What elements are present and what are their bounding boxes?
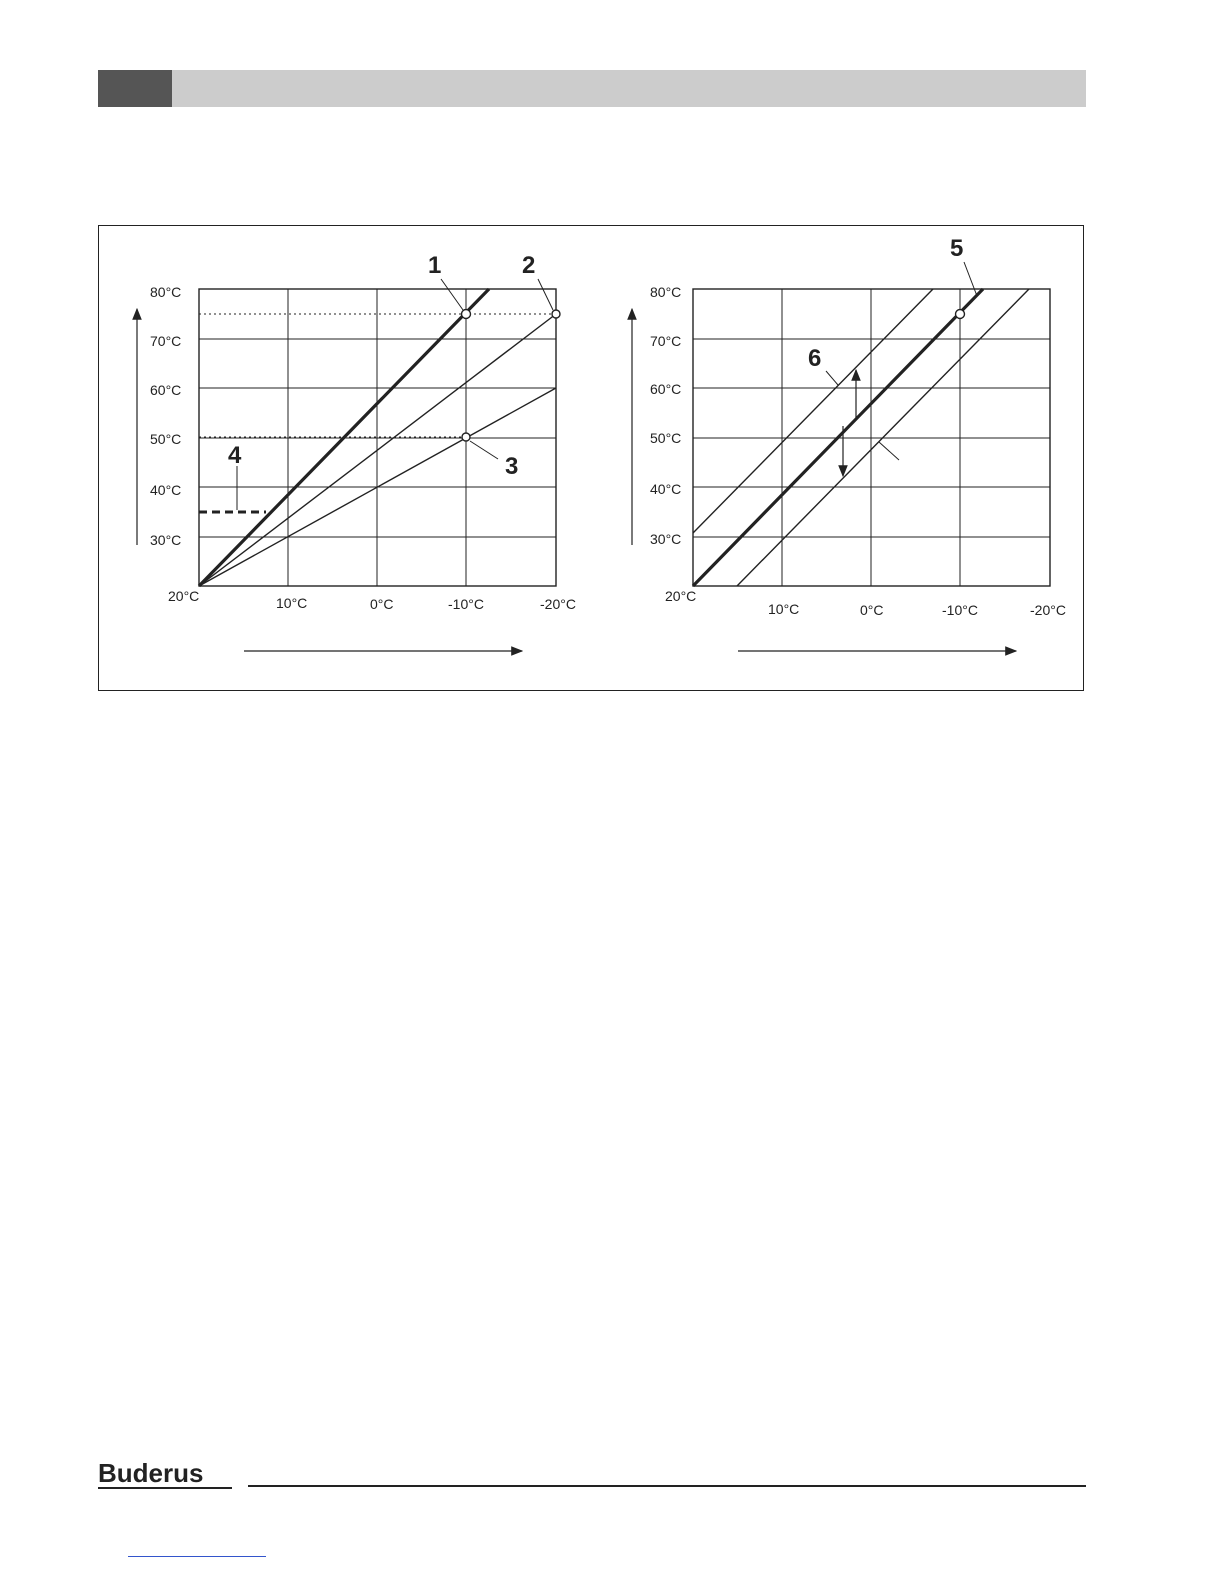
y-tick-label: 30°C <box>150 532 181 548</box>
curve-bold <box>197 287 491 588</box>
curve-lower <box>736 288 1030 587</box>
callout-3: 3 <box>505 453 518 480</box>
y-tick-label: 50°C <box>150 431 181 447</box>
point-5 <box>954 308 966 320</box>
header-bar <box>172 70 1086 107</box>
x-tick-label: -10°C <box>448 596 484 612</box>
callout-4: 4 <box>228 442 242 469</box>
right-chart: 5 6 80°C 70°C 60°C 50°C 40°C 30°C 20°C 1… <box>627 235 1066 656</box>
leader-3 <box>469 440 499 460</box>
callout-2: 2 <box>522 252 535 279</box>
y-tick-label: 80°C <box>150 284 181 300</box>
x-tick-label: 0°C <box>370 596 394 612</box>
point-2 <box>551 309 561 319</box>
x-tick-label: 20°C <box>168 588 199 604</box>
curve-upper <box>692 288 934 534</box>
x-tick-label: 10°C <box>276 595 307 611</box>
y-tick-label: 80°C <box>650 284 681 300</box>
footer-rule <box>248 1485 1086 1487</box>
curve-mid <box>198 313 557 587</box>
x-tick-label: -20°C <box>1030 602 1066 618</box>
x-tick-label: 0°C <box>860 602 884 618</box>
curve-low <box>198 387 557 587</box>
curve-bold <box>691 287 985 588</box>
y-tick-label: 70°C <box>650 333 681 349</box>
y-tick-label: 50°C <box>650 430 681 446</box>
y-tick-label: 30°C <box>650 531 681 547</box>
buderus-logo: Buderus <box>98 1458 204 1488</box>
y-tick-label: 40°C <box>150 482 181 498</box>
callout-6: 6 <box>808 345 821 372</box>
x-tick-label: 20°C <box>665 588 696 604</box>
leader-5 <box>963 261 978 297</box>
leader-1 <box>440 278 464 311</box>
figure-frame <box>98 225 1084 691</box>
logo-underline <box>98 1487 232 1489</box>
left-chart: 1 2 3 4 80°C 70°C 60°C 50°C 40°C 30°C 20… <box>132 252 576 656</box>
callout-1: 1 <box>428 252 441 279</box>
x-tick-label: -10°C <box>942 602 978 618</box>
y-tick-label: 40°C <box>650 481 681 497</box>
point-1 <box>460 308 472 320</box>
leader-6a <box>825 370 839 386</box>
y-tick-label: 70°C <box>150 333 181 349</box>
callout-5: 5 <box>950 235 963 262</box>
x-tick-label: -20°C <box>540 596 576 612</box>
x-tick-label: 10°C <box>768 601 799 617</box>
leader-6b <box>878 441 900 461</box>
header-tab <box>98 70 172 107</box>
y-tick-label: 60°C <box>650 381 681 397</box>
leader-2 <box>537 278 554 311</box>
footer-link-underline <box>128 1556 266 1557</box>
heating-curve-figure: 1 2 3 4 80°C 70°C 60°C 50°C 40°C 30°C 20… <box>132 235 1066 656</box>
point-3 <box>461 432 471 442</box>
y-tick-label: 60°C <box>150 382 181 398</box>
